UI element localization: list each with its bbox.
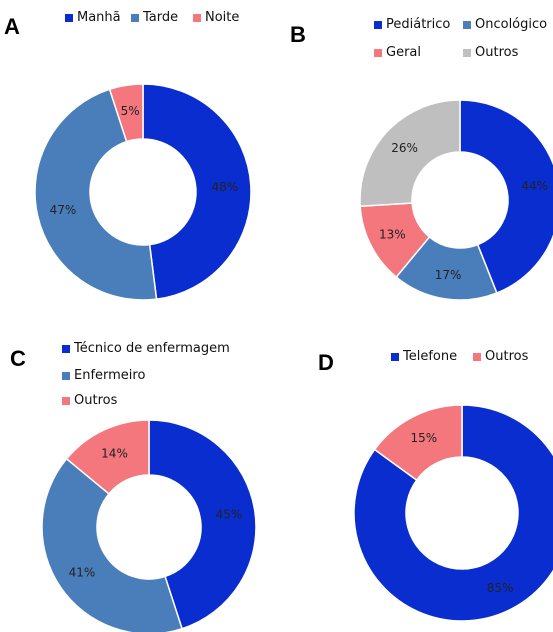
legend-label: Enfermeiro — [74, 368, 146, 383]
panel-b: B Pediátrico Oncológico Geral Outros 44%… — [276, 0, 553, 316]
panel-c: C Técnico de enfermagem Enfermeiro Outro… — [0, 316, 276, 632]
slice-label: 85% — [487, 581, 514, 595]
slice-label: 48% — [212, 180, 239, 194]
legend-item-tarde: Tarde — [131, 10, 178, 25]
panel-label-a: A — [4, 14, 20, 39]
legend-label: Manhã — [77, 10, 121, 25]
panel-label-d: D — [318, 350, 334, 375]
legend-label: Tarde — [143, 10, 179, 25]
slice-label: 13% — [379, 228, 406, 242]
slice-label: 47% — [50, 203, 77, 217]
donut-slice — [108, 83, 144, 143]
slice-label: 14% — [101, 447, 128, 461]
slice-label: 41% — [69, 566, 96, 580]
legend-item-outros: Outros — [62, 393, 117, 408]
slice-label: 15% — [411, 431, 438, 445]
legend-label: Noite — [205, 10, 240, 25]
panel-label-b: B — [290, 22, 306, 47]
donut-slice — [65, 419, 150, 495]
legend-swatch — [131, 13, 139, 22]
donut-slice — [142, 83, 252, 300]
legend-item-outros: Outros — [463, 45, 518, 60]
slice-label: 45% — [216, 507, 243, 521]
slice-label: 26% — [391, 141, 418, 155]
donut-slice — [459, 99, 553, 294]
legend-swatch — [473, 352, 481, 361]
legend-label: Telefone — [403, 349, 458, 364]
donut-slice — [373, 404, 463, 482]
legend-item-geral: Geral — [374, 45, 421, 60]
legend-swatch — [62, 344, 70, 353]
legend-item-pediatrico: Pediátrico — [374, 17, 450, 32]
legend-label: Pediátrico — [386, 17, 451, 32]
legend-label: Outros — [475, 45, 519, 60]
donut-slice — [41, 457, 184, 632]
legend-swatch — [374, 20, 382, 29]
slice-label: 5% — [121, 104, 140, 118]
legend-label: Oncológico — [475, 17, 548, 32]
legend-item-noite: Noite — [193, 10, 239, 25]
panel-label-c: C — [10, 346, 26, 371]
donut-chart-d: 85% 15% — [353, 404, 553, 622]
legend-swatch — [62, 371, 70, 380]
donut-slice — [34, 88, 158, 301]
legend-label: Geral — [386, 45, 421, 60]
legend-label: Outros — [74, 393, 118, 408]
donut-slice — [148, 419, 257, 630]
legend-swatch — [374, 48, 382, 57]
panel-a: A Manhã Tarde Noite 48% 47% 5% — [0, 0, 276, 316]
legend-item-enfermeiro: Enfermeiro — [62, 368, 145, 383]
slice-label: 44% — [521, 179, 548, 193]
legend-swatch — [463, 48, 471, 57]
donut-chart-b: 44% 17% 13% 26% — [359, 99, 553, 301]
legend-swatch — [62, 396, 70, 405]
legend-item-tecnico: Técnico de enfermagem — [62, 341, 230, 356]
donut-chart-c: 45% 41% 14% — [41, 419, 257, 632]
legend-swatch — [65, 13, 73, 22]
legend-label: Técnico de enfermagem — [74, 341, 230, 356]
legend-swatch — [463, 20, 471, 29]
donut-chart-a: 48% 47% 5% — [34, 83, 252, 301]
legend-item-oncologico: Oncológico — [463, 17, 547, 32]
panel-d: D Telefone Outros 85% 15% — [276, 316, 553, 632]
donut-slice — [353, 404, 553, 622]
slice-label: 17% — [435, 268, 462, 282]
legend-swatch — [391, 352, 399, 361]
legend-item-manha: Manhã — [65, 10, 121, 25]
legend-item-outros: Outros — [473, 349, 528, 364]
legend-item-telefone: Telefone — [391, 349, 457, 364]
legend-swatch — [193, 13, 201, 22]
legend-label: Outros — [485, 349, 529, 364]
donut-slice — [359, 99, 461, 208]
